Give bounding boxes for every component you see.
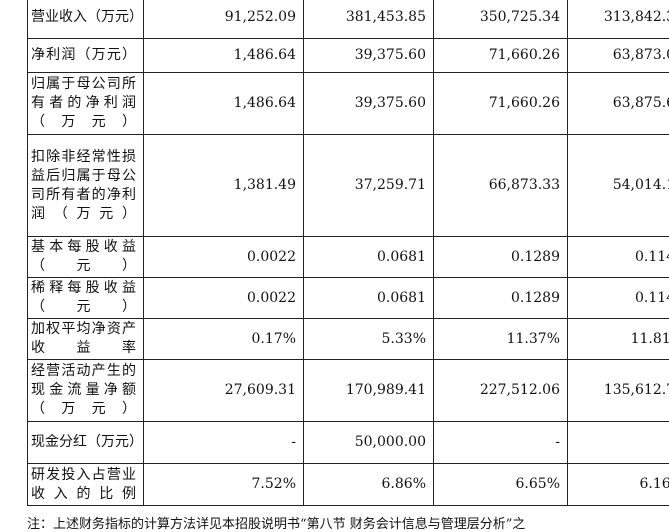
cell-value: 170,989.41: [304, 360, 434, 422]
row-label: 研发投入占营业收入的比例: [28, 464, 144, 506]
table-row: 归属于母公司所有者的净利润（万元） 1,486.64 39,375.60 71,…: [28, 73, 669, 135]
cell-value: 0.1289: [434, 278, 568, 319]
table-row: 净利润（万元） 1,486.64 39,375.60 71,660.26 63,…: [28, 39, 669, 73]
cell-value: 0.1289: [434, 237, 568, 278]
cell-value: 71,660.26: [434, 39, 568, 73]
cell-value: 1,486.64: [144, 73, 304, 135]
cell-value: 27,609.31: [144, 360, 304, 422]
cell-value: 6.65%: [434, 464, 568, 506]
table-row: 营业收入（万元） 91,252.09 381,453.85 350,725.34…: [28, 0, 669, 39]
row-label: 经营活动产生的现金流量净额（万元）: [28, 360, 144, 422]
cell-value: -: [144, 422, 304, 464]
cell-value: 37,259.71: [304, 135, 434, 237]
cell-value: 50,000.00: [304, 422, 434, 464]
row-label: 扣除非经常性损益后归属于母公司所有者的净利润（万元）: [28, 135, 144, 237]
cell-value: 0.0681: [304, 237, 434, 278]
cell-value: 39,375.60: [304, 73, 434, 135]
row-label: 现金分红（万元）: [28, 422, 144, 464]
financial-data-table: 营业收入（万元） 91,252.09 381,453.85 350,725.34…: [27, 0, 669, 506]
cell-value: 0.0681: [304, 278, 434, 319]
cell-value: 63,875.69: [568, 73, 669, 135]
cell-value: 71,660.26: [434, 73, 568, 135]
table-row: 研发投入占营业收入的比例 7.52% 6.86% 6.65% 6.16%: [28, 464, 669, 506]
row-label: 净利润（万元）: [28, 39, 144, 73]
cell-value: 0.0022: [144, 237, 304, 278]
cell-value: 0.0022: [144, 278, 304, 319]
table-row: 基本每股收益（元） 0.0022 0.0681 0.1289 0.1149: [28, 237, 669, 278]
cell-value: 1,486.64: [144, 39, 304, 73]
cell-value: 0.17%: [144, 319, 304, 360]
table-row: 现金分红（万元） - 50,000.00 - -: [28, 422, 669, 464]
cell-value: 66,873.33: [434, 135, 568, 237]
cell-value: 6.16%: [568, 464, 669, 506]
cell-value: 11.81%: [568, 319, 669, 360]
table-row: 加权平均净资产收益率 0.17% 5.33% 11.37% 11.81%: [28, 319, 669, 360]
cell-value: 39,375.60: [304, 39, 434, 73]
cell-value: 5.33%: [304, 319, 434, 360]
cell-value: 350,725.34: [434, 0, 568, 39]
cell-value: 381,453.85: [304, 0, 434, 39]
table-row: 经营活动产生的现金流量净额（万元） 27,609.31 170,989.41 2…: [28, 360, 669, 422]
cell-value: 0.1149: [568, 278, 669, 319]
row-label: 营业收入（万元）: [28, 0, 144, 39]
cell-value: -: [568, 422, 669, 464]
table-row: 稀释每股收益（元） 0.0022 0.0681 0.1289 0.1149: [28, 278, 669, 319]
table-row: 扣除非经常性损益后归属于母公司所有者的净利润（万元） 1,381.49 37,2…: [28, 135, 669, 237]
row-label: 稀释每股收益（元）: [28, 278, 144, 319]
cell-value: 7.52%: [144, 464, 304, 506]
cell-value: 63,873.08: [568, 39, 669, 73]
cell-value: 135,612.76: [568, 360, 669, 422]
cell-value: 0.1149: [568, 237, 669, 278]
cell-value: 1,381.49: [144, 135, 304, 237]
cell-value: 11.37%: [434, 319, 568, 360]
cell-value: 313,842.37: [568, 0, 669, 39]
cell-value: 6.86%: [304, 464, 434, 506]
row-label: 归属于母公司所有者的净利润（万元）: [28, 73, 144, 135]
cell-value: 227,512.06: [434, 360, 568, 422]
cell-value: 54,014.16: [568, 135, 669, 237]
cell-value: 91,252.09: [144, 0, 304, 39]
row-label: 基本每股收益（元）: [28, 237, 144, 278]
cell-value: -: [434, 422, 568, 464]
row-label: 加权平均净资产收益率: [28, 319, 144, 360]
